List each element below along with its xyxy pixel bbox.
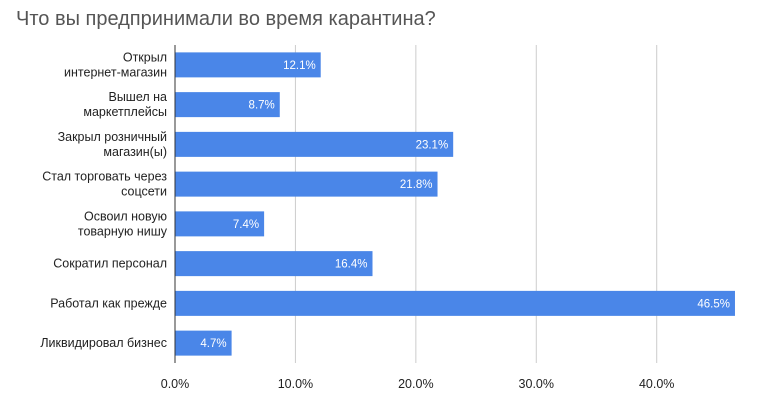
category-label: Закрыл розничный (58, 130, 167, 144)
data-label: 8.7% (249, 100, 275, 112)
bar (175, 52, 321, 78)
x-tick-label: 30.0% (519, 377, 554, 391)
category-label: Работал как прежде (50, 296, 167, 310)
category-label: магазин(ы) (103, 145, 167, 159)
bars: 12.1% 8.7% 23.1% 21.8% 7.4% 16.4% 46.5% 4.7% (175, 52, 735, 356)
bar (175, 290, 735, 316)
bar (175, 171, 438, 197)
x-tick-label: 20.0% (398, 377, 433, 391)
data-label: 16.4% (335, 259, 368, 271)
data-label: 7.4% (233, 219, 259, 231)
bar (175, 92, 280, 118)
category-label: Стал торговать через (42, 170, 167, 184)
category-label: Освоил новую (84, 209, 167, 223)
x-axis-ticks: 0.0% 10.0% 20.0% 30.0% 40.0% (161, 377, 675, 391)
data-label: 4.7% (200, 338, 226, 350)
x-tick-label: 40.0% (639, 377, 674, 391)
x-tick-label: 10.0% (278, 377, 313, 391)
category-label: Открыл (123, 50, 167, 64)
category-label: Вышел на (108, 90, 167, 104)
bar (175, 211, 265, 237)
category-label: соцсети (121, 185, 167, 199)
category-label: Ликвидировал бизнес (40, 336, 167, 350)
data-label: 46.5% (697, 298, 730, 310)
data-label: 23.1% (416, 139, 449, 151)
data-label: 21.8% (400, 179, 433, 191)
bar (175, 131, 454, 157)
chart-title: Что вы предпринимали во время карантина? (16, 8, 436, 30)
category-label: товарную нишу (78, 224, 168, 238)
category-label: Сократил персонал (53, 257, 167, 271)
bar (175, 330, 232, 356)
data-label: 12.1% (283, 60, 316, 72)
category-label: интернет-магазин (64, 65, 167, 79)
category-label: маркетплейсы (83, 105, 167, 119)
bar (175, 251, 373, 277)
x-tick-label: 0.0% (161, 377, 190, 391)
